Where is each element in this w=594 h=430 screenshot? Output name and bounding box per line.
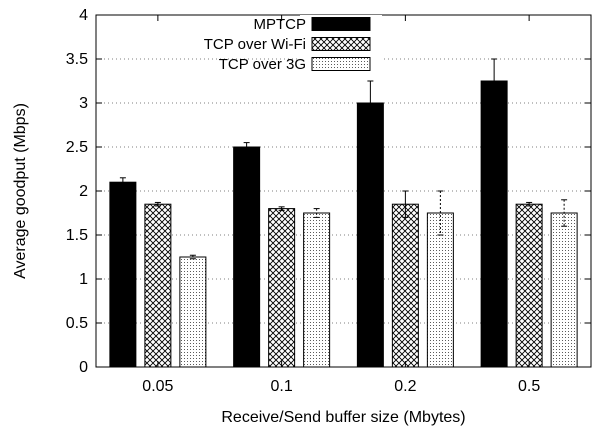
bar [480,80,508,368]
y-tick-label: 0.5 [66,315,88,332]
bar [303,212,331,368]
legend-swatch [311,17,371,31]
x-tick-label: 0.05 [142,378,173,395]
y-tick-label: 2.5 [66,139,88,156]
y-axis-ticks: 0 0.5 1 1.5 2 2.5 3 3.5 4 [66,7,591,376]
y-tick-label: 0 [79,359,88,376]
y-tick-label: 1.5 [66,227,88,244]
legend-label: TCP over Wi-Fi [204,36,306,53]
legend-swatch [311,37,371,51]
grid-lines [96,58,591,324]
bar [356,102,384,368]
x-axis-label: Receive/Send buffer size (Mbytes) [221,409,465,426]
bar [268,208,296,368]
legend: MPTCP TCP over Wi-Fi TCP over 3G [204,15,382,73]
x-tick-label: 0.2 [394,378,416,395]
x-tick-label: 0.5 [518,378,540,395]
legend-label: MPTCP [254,16,307,33]
x-tick-label: 0.1 [271,378,293,395]
bar [109,181,137,368]
bar [426,212,454,368]
bar [233,146,261,368]
y-tick-label: 3.5 [66,51,88,68]
error-bars [119,58,568,260]
legend-swatch [311,57,371,71]
y-tick-label: 1 [79,271,88,288]
x-axis-ticks: 0.05 0.1 0.2 0.5 [142,15,540,395]
legend-label: TCP over 3G [219,56,306,73]
bar [144,203,172,368]
bar [515,203,543,368]
bar [391,203,419,368]
y-axis-label: Average goodput (Mbps) [12,103,29,279]
y-tick-label: 3 [79,95,88,112]
bar [550,212,578,368]
bars [109,80,578,368]
bar [179,256,207,368]
y-tick-label: 2 [79,183,88,200]
y-tick-label: 4 [79,7,88,24]
